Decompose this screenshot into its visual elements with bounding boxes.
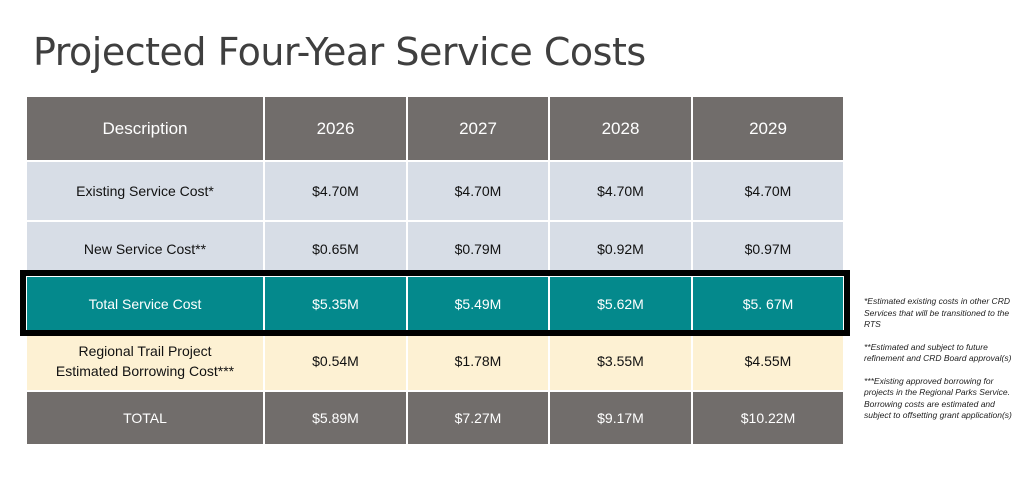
row-label: New Service Cost** [25,220,265,277]
table-cell: $10.22M [691,390,845,446]
table-row-total: TOTAL $5.89M $7.27M $9.17M $10.22M [25,390,845,446]
table-header-row: Description 2026 2027 2028 2029 [25,95,845,162]
column-header: 2026 [263,95,408,162]
table-cell: $1.78M [406,330,550,392]
table-row-total-service: Total Service Cost $5.35M $5.49M $5.62M … [25,275,845,332]
column-header: 2027 [406,95,550,162]
table-row-existing-service: Existing Service Cost* $4.70M $4.70M $4.… [25,160,845,222]
column-header: Description [25,95,265,162]
page-title: Projected Four-Year Service Costs [33,30,646,74]
footnote: **Estimated and subject to future refine… [864,341,1012,364]
table-cell: $5.62M [548,275,693,332]
table-cell: $3.55M [548,330,693,392]
row-label-line: Estimated Borrowing Cost*** [55,363,235,379]
table-cell: $5. 67M [691,275,845,332]
table-cell: $0.65M [263,220,408,277]
footnotes: *Estimated existing costs in other CRD S… [864,296,1019,433]
footnote: ***Existing approved borrowing for proje… [864,375,1012,421]
column-header: 2029 [691,95,845,162]
row-label-line: Regional Trail Project [78,343,212,359]
row-label: TOTAL [25,390,265,446]
column-header: 2028 [548,95,693,162]
table-row-new-service: New Service Cost** $0.65M $0.79M $0.92M … [25,220,845,277]
table-row-borrowing: Regional Trail Project Estimated Borrowin… [25,330,845,392]
footnote: *Estimated existing costs in other CRD S… [864,296,1010,329]
table-cell: $0.54M [263,330,408,392]
table-cell: $0.79M [406,220,550,277]
table-cell: $5.49M [406,275,550,332]
table-cell: $5.35M [263,275,408,332]
row-label: Total Service Cost [25,275,265,332]
table-cell: $4.70M [548,160,693,222]
row-label: Regional Trail Project Estimated Borrowin… [25,330,265,392]
row-label: Existing Service Cost* [25,160,265,222]
table-cell: $4.70M [691,160,845,222]
table-cell: $9.17M [548,390,693,446]
table-cell: $4.70M [406,160,550,222]
cost-table: Description 2026 2027 2028 2029 Existing… [25,95,845,446]
table-cell: $5.89M [263,390,408,446]
table-cell: $7.27M [406,390,550,446]
table-cell: $0.92M [548,220,693,277]
table-cell: $4.55M [691,330,845,392]
table-cell: $0.97M [691,220,845,277]
table-cell: $4.70M [263,160,408,222]
